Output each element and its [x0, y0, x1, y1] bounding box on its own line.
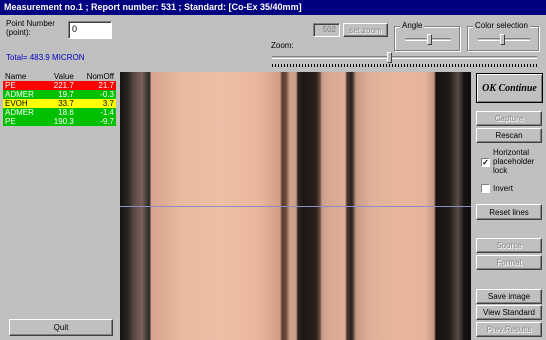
layer-nomoff: -1.4 — [100, 108, 114, 117]
angle-group: Angle — [394, 21, 460, 51]
zoom-slider-thumb[interactable] — [387, 52, 392, 63]
header-value: Value — [53, 71, 74, 81]
window-title: Measurement no.1 ; Report number: 531 ; … — [0, 0, 546, 15]
measurement-line[interactable] — [120, 206, 471, 207]
color-selection-group: Color selection — [467, 21, 539, 51]
view-standard-button[interactable]: View Standard — [476, 305, 542, 320]
format-button[interactable]: Format — [476, 255, 542, 270]
cross-section-image[interactable] — [120, 72, 471, 340]
save-image-button[interactable]: Save image — [476, 289, 542, 304]
capture-button[interactable]: Capture — [476, 111, 542, 126]
point-number-label: Point Number (point): — [6, 19, 55, 37]
layer-name: ADMER — [5, 108, 34, 117]
zoom-label: Zoom: — [271, 41, 294, 50]
reset-lines-button[interactable]: Reset lines — [476, 204, 542, 220]
layer-name: ADMER — [5, 90, 34, 99]
table-row[interactable]: ADMER 18.6 -1.4 — [3, 108, 116, 117]
layer-value: 19.7 — [58, 90, 74, 99]
color-selection-label: Color selection — [473, 21, 530, 30]
layer-value: 18.6 — [58, 108, 74, 117]
set-zoom-button[interactable]: set zoom — [343, 23, 388, 37]
layer-nomoff: -0.3 — [100, 90, 114, 99]
invert-checkbox[interactable] — [481, 184, 490, 193]
layer-table: Name Value NomOff PE 221.7 21.7 ADMER 19… — [3, 71, 116, 126]
layer-name: PE — [5, 117, 16, 126]
header-nomoff: NomOff — [86, 71, 114, 81]
horizontal-lock-checkbox[interactable]: ✓ — [481, 158, 490, 167]
zoom-slider-track[interactable] — [272, 56, 537, 59]
prev-results-button[interactable]: Prev.Results — [476, 322, 542, 337]
table-header-row: Name Value NomOff — [3, 71, 116, 81]
layer-value: 33.7 — [58, 99, 74, 108]
angle-label: Angle — [400, 21, 425, 30]
invert-label: Invert — [493, 184, 514, 193]
layer-nomoff: 3.7 — [102, 99, 114, 108]
source-button[interactable]: Source — [476, 238, 542, 253]
header-name: Name — [5, 71, 27, 81]
table-row[interactable]: EVOH 33.7 3.7 — [3, 99, 116, 108]
layer-value: 190.3 — [53, 117, 74, 126]
ok-continue-button[interactable]: OK Continue — [476, 73, 543, 103]
layer-value: 221.7 — [53, 81, 74, 90]
angle-slider-thumb[interactable] — [427, 34, 432, 45]
point-number-input[interactable]: 0 — [68, 21, 112, 39]
horizontal-lock-label: Horizontal placeholder lock — [493, 148, 535, 175]
quit-button[interactable]: Quit — [9, 319, 113, 336]
total-thickness: Total= 483.9 MICRON — [6, 53, 85, 62]
table-row[interactable]: PE 190.3 -9.7 — [3, 117, 116, 126]
layer-nomoff: 21.7 — [98, 81, 114, 90]
layer-nomoff: -9.7 — [100, 117, 114, 126]
rescan-button[interactable]: Rescan — [476, 128, 542, 143]
layer-name: PE — [5, 81, 16, 90]
table-row[interactable]: ADMER 19.7 -0.3 — [3, 90, 116, 99]
zoom-slider-ticks — [272, 64, 537, 67]
layer-name: EVOH — [5, 99, 28, 108]
table-row[interactable]: PE 221.7 21.7 — [3, 81, 116, 90]
zoom-value-field[interactable]: 502 — [313, 23, 340, 37]
color-slider-thumb[interactable] — [500, 34, 505, 45]
